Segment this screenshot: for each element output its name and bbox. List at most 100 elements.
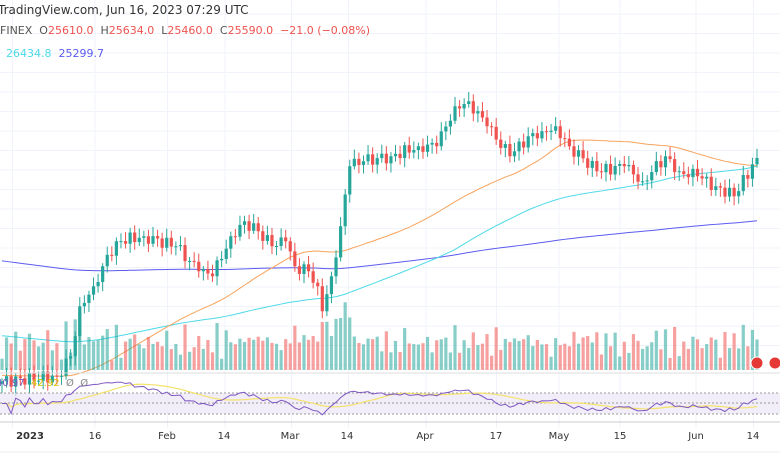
x-tick-label: Apr bbox=[416, 431, 434, 442]
volume-bar bbox=[421, 343, 425, 370]
open-value: 25610.0 bbox=[47, 24, 94, 37]
volume-bar bbox=[691, 336, 695, 370]
candle-body bbox=[714, 186, 718, 190]
volume-bar bbox=[508, 342, 512, 370]
candle-body bbox=[563, 138, 567, 140]
volume-bar bbox=[723, 332, 727, 370]
candle-body bbox=[535, 133, 539, 139]
volume-bar bbox=[220, 358, 224, 370]
volume-bar bbox=[320, 321, 324, 370]
candle-body bbox=[329, 276, 334, 295]
candle-body bbox=[416, 146, 420, 151]
candle-body bbox=[183, 245, 187, 262]
candle-body bbox=[709, 176, 713, 190]
volume-bar bbox=[4, 337, 9, 370]
volume-bar bbox=[531, 345, 535, 370]
x-tick-label: Jun bbox=[687, 431, 704, 442]
candle-body bbox=[645, 180, 649, 182]
volume-bar bbox=[334, 318, 338, 370]
volume-bar bbox=[242, 341, 247, 370]
volume-bar bbox=[613, 332, 617, 370]
candle-body bbox=[137, 237, 141, 243]
volume-bar bbox=[522, 339, 526, 370]
candle-body bbox=[618, 163, 622, 166]
volume-bar bbox=[549, 356, 553, 370]
candle-body bbox=[677, 171, 681, 173]
candle-body bbox=[668, 156, 672, 160]
volume-bar bbox=[709, 337, 713, 370]
candle-body bbox=[32, 372, 36, 381]
candle-body bbox=[471, 101, 475, 114]
candle-body bbox=[494, 126, 498, 140]
volume-bar bbox=[192, 347, 196, 370]
volume-bar bbox=[494, 327, 498, 370]
volume-bar bbox=[380, 351, 384, 370]
candle-body bbox=[549, 130, 553, 132]
candle-body bbox=[604, 163, 608, 173]
candle-body bbox=[311, 271, 315, 283]
x-tick-label: May bbox=[549, 431, 570, 442]
volume-bar bbox=[540, 344, 544, 370]
volume-bar bbox=[14, 331, 18, 370]
volume-bar bbox=[631, 334, 636, 370]
volume-bar bbox=[650, 342, 654, 370]
candle-body bbox=[544, 131, 549, 133]
candle-body bbox=[325, 294, 329, 312]
candle-body bbox=[55, 375, 59, 377]
volume-bar bbox=[686, 348, 690, 370]
candle-body bbox=[23, 378, 27, 385]
x-tick-label: Feb bbox=[158, 431, 176, 442]
volume-bar bbox=[128, 338, 132, 370]
ma200-value: 25299.7 bbox=[58, 47, 105, 60]
volume-bar bbox=[727, 348, 732, 370]
candle-body bbox=[485, 117, 489, 127]
candle-body bbox=[384, 153, 388, 164]
volume-bar bbox=[46, 330, 50, 370]
candle-body bbox=[380, 153, 384, 159]
candle-body bbox=[59, 375, 64, 377]
candle-body bbox=[206, 269, 210, 274]
candle-body bbox=[18, 376, 22, 379]
x-tick-label: 14 bbox=[218, 431, 231, 442]
candle-body bbox=[215, 260, 219, 277]
candle-body bbox=[448, 120, 453, 127]
candle-body bbox=[352, 158, 356, 167]
candle-body bbox=[750, 164, 755, 179]
candle-body bbox=[398, 153, 402, 159]
volume-bar bbox=[462, 340, 466, 370]
volume-bar bbox=[741, 324, 745, 370]
candle-body bbox=[499, 139, 503, 148]
candle-body bbox=[705, 176, 709, 179]
volume-bar bbox=[480, 343, 485, 370]
volume-bar bbox=[197, 335, 201, 370]
candle-body bbox=[631, 164, 636, 175]
candle-body bbox=[82, 302, 86, 307]
candle-body bbox=[233, 236, 237, 238]
volume-bar bbox=[654, 330, 658, 370]
volume-bar bbox=[705, 344, 709, 370]
candle-body bbox=[142, 236, 146, 238]
volume-bar bbox=[663, 329, 668, 370]
candle-body bbox=[727, 187, 732, 197]
candle-body bbox=[229, 236, 233, 249]
candle-body bbox=[302, 264, 306, 274]
candle-body bbox=[361, 161, 366, 165]
volume-bar bbox=[695, 339, 700, 370]
open-label: O bbox=[39, 24, 48, 37]
x-tick-label: Mar bbox=[281, 431, 301, 442]
volume-bar bbox=[279, 350, 283, 370]
volume-bar bbox=[137, 344, 141, 370]
candle-body bbox=[590, 160, 594, 168]
candle-body bbox=[279, 237, 283, 247]
volume-bar bbox=[119, 357, 123, 370]
volume-bar bbox=[448, 352, 453, 370]
candle-body bbox=[627, 164, 631, 167]
volume-bar bbox=[512, 338, 517, 370]
volume-bar bbox=[50, 350, 54, 370]
volume-bar bbox=[96, 339, 100, 370]
candle-body bbox=[490, 126, 494, 128]
ma-legend: 26434.8 25299.7 bbox=[6, 47, 104, 60]
volume-bar bbox=[18, 350, 22, 370]
candle-body bbox=[146, 236, 151, 244]
